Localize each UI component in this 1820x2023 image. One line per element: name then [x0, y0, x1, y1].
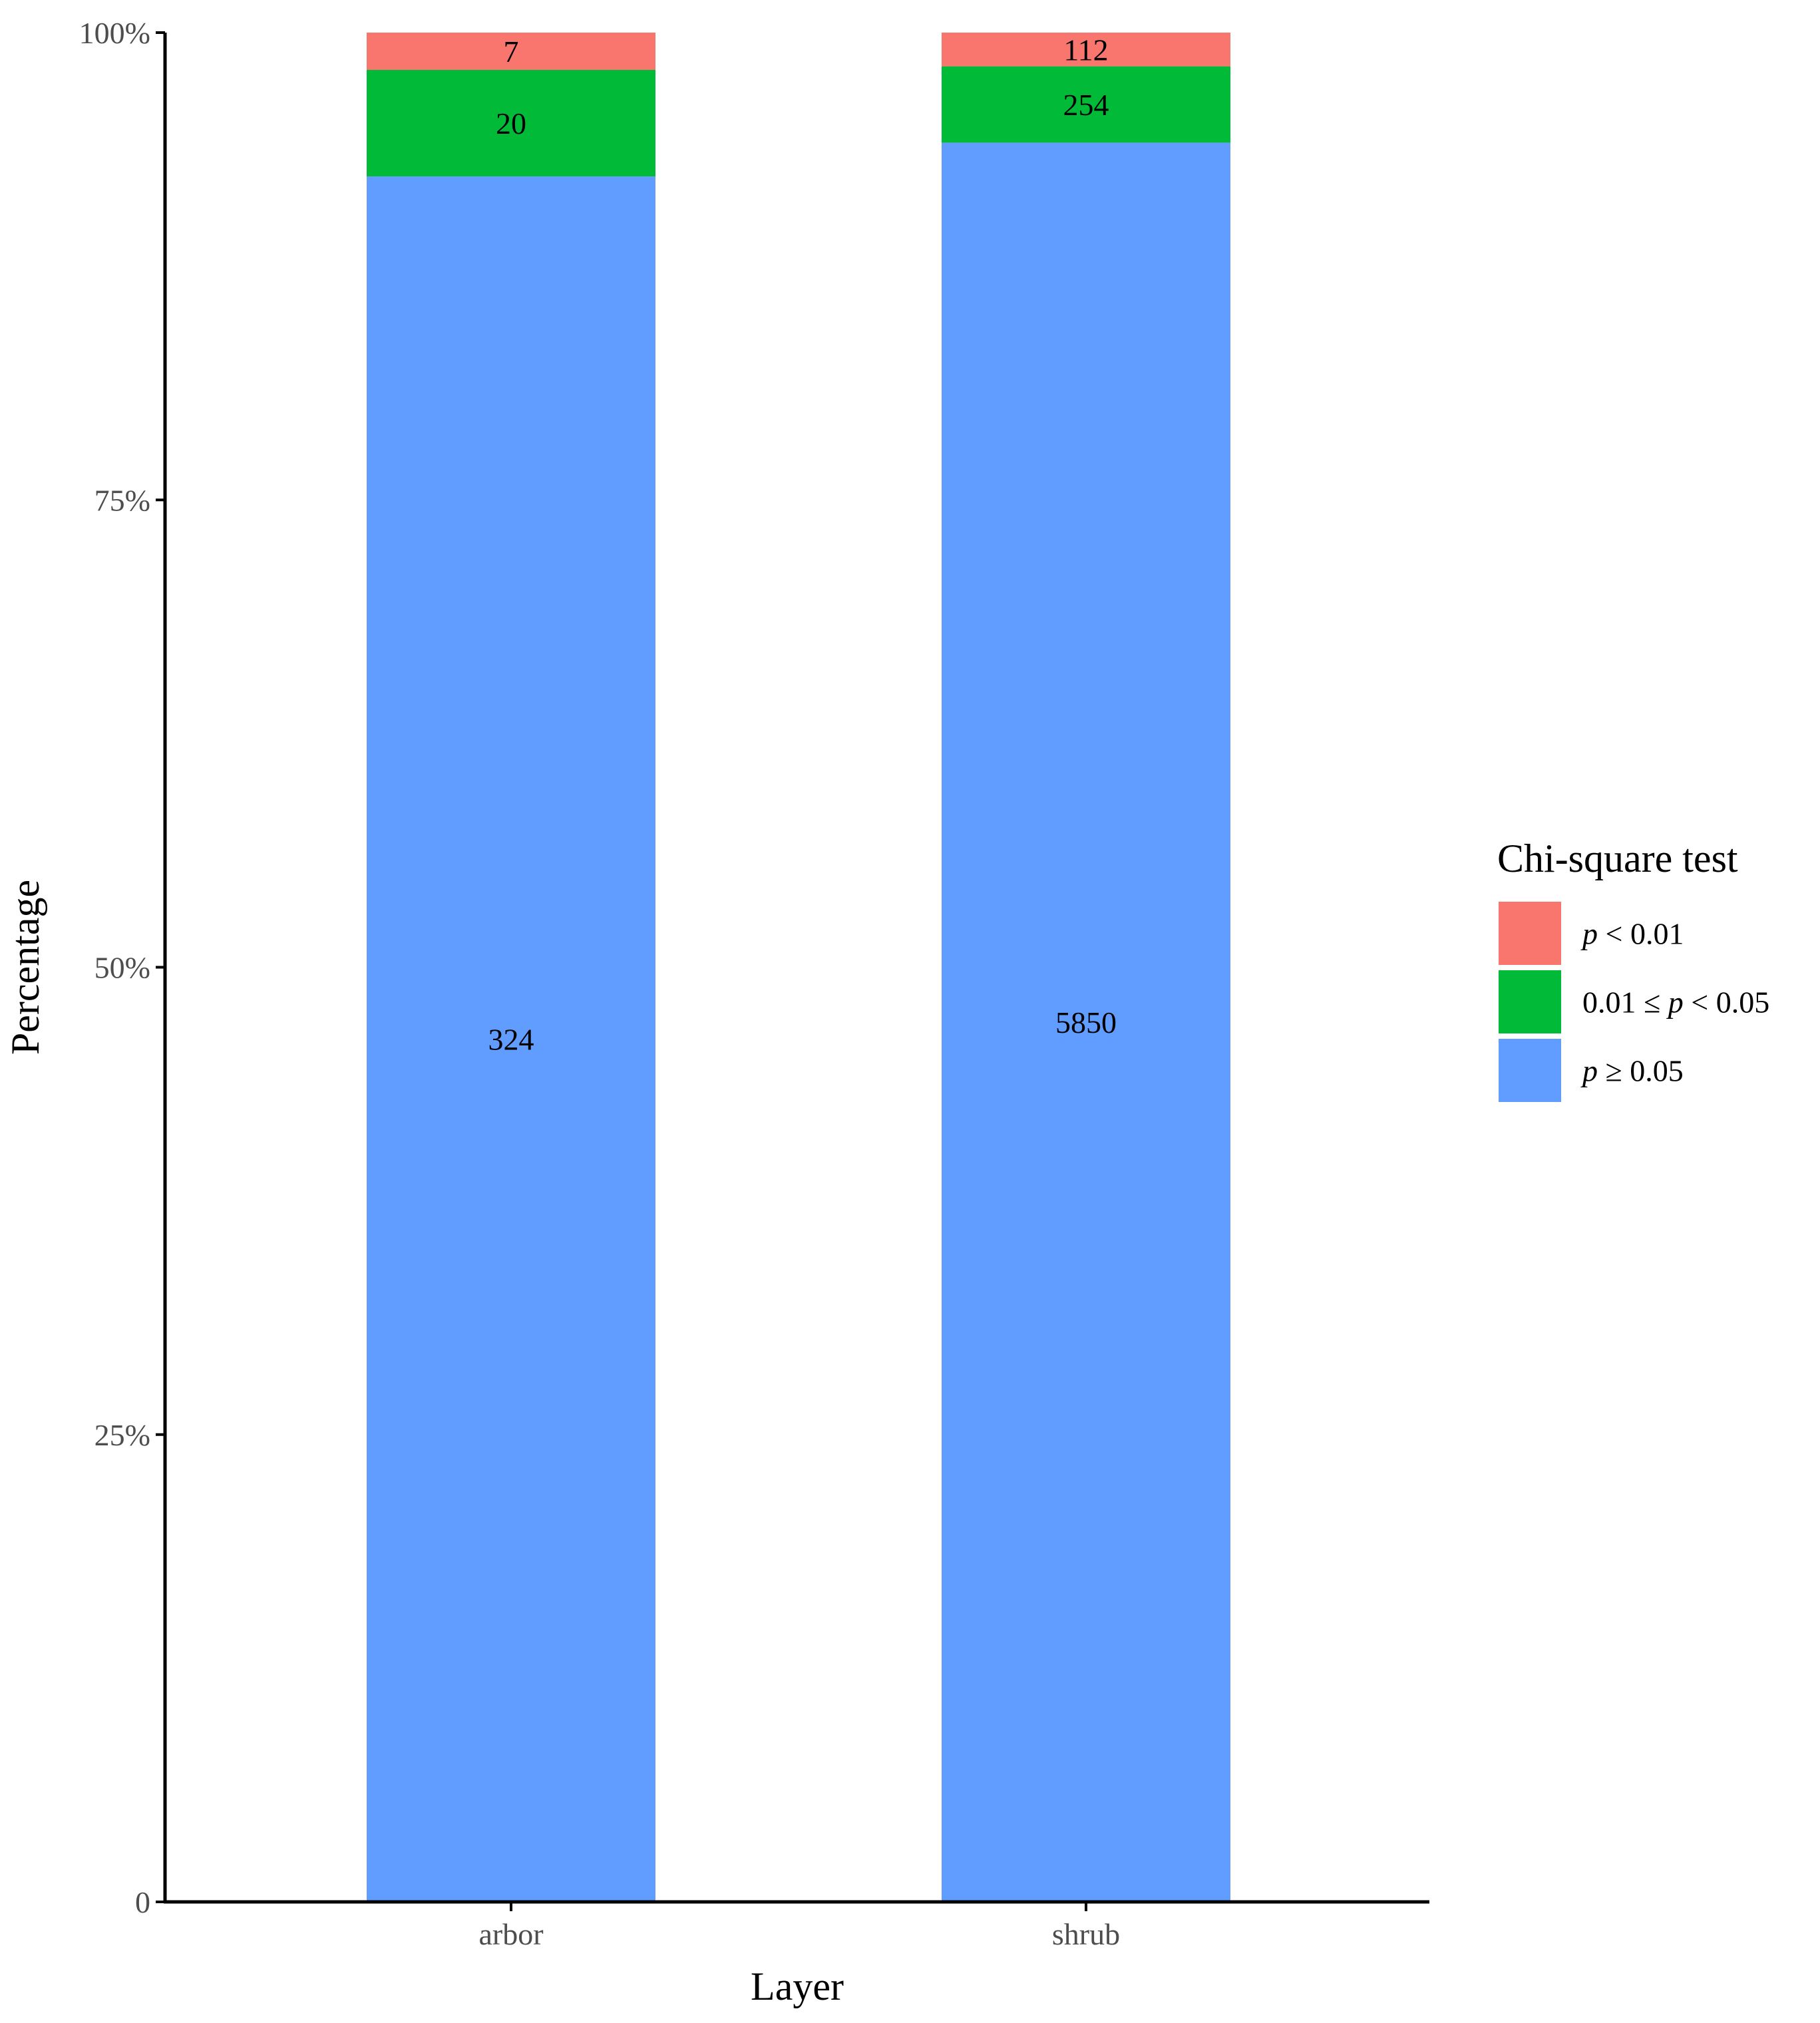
y-tick-label: 75%: [94, 483, 150, 517]
y-axis: 0 25% 50% 75% 100%: [79, 16, 167, 1919]
y-tick-label: 25%: [94, 1418, 150, 1452]
bar-label-arbor-ns: 324: [488, 1023, 534, 1057]
legend-label-sig: p < 0.01: [1580, 917, 1684, 951]
x-axis-title: Layer: [751, 1964, 844, 2008]
bar-label-arbor-mid: 20: [496, 106, 526, 140]
bar-shrub-sig: [942, 33, 1230, 67]
y-tick-label: 50%: [94, 951, 150, 985]
bars-layer: [367, 33, 1230, 1903]
bar-shrub-mid: [942, 66, 1230, 143]
y-tick-label: 0: [135, 1885, 150, 1919]
legend-key-mid: [1499, 970, 1561, 1033]
legend-label-ns: p ≥ 0.05: [1580, 1054, 1684, 1088]
x-tick-label-arbor: arbor: [478, 1917, 543, 1951]
x-tick-label-shrub: shrub: [1052, 1917, 1120, 1951]
bar-arbor-mid: [367, 70, 655, 177]
bar-label-shrub-mid: 254: [1063, 88, 1109, 122]
bar-label-shrub-ns: 5850: [1055, 1006, 1117, 1039]
legend-key-sig: [1499, 902, 1561, 965]
legend-label-mid: 0.01 ≤ p < 0.05: [1582, 986, 1769, 1019]
y-axis-title: Percentage: [3, 880, 47, 1055]
bar-arbor-sig: [367, 33, 655, 71]
bar-arbor-ns: [367, 176, 655, 1903]
legend-title: Chi-square test: [1497, 836, 1738, 880]
bar-value-labels: 324 20 7 5850 254 112: [488, 33, 1117, 1056]
bar-shrub-ns: [942, 142, 1230, 1903]
legend: Chi-square test p < 0.01 0.01 ≤ p < 0.05 p…: [1497, 836, 1769, 1102]
x-axis: arbor shrub: [164, 1900, 1429, 1951]
y-tick-label: 100%: [79, 16, 150, 50]
legend-key-ns: [1499, 1039, 1561, 1102]
bar-label-arbor-sig: 7: [504, 35, 519, 69]
bar-label-shrub-sig: 112: [1063, 33, 1108, 67]
